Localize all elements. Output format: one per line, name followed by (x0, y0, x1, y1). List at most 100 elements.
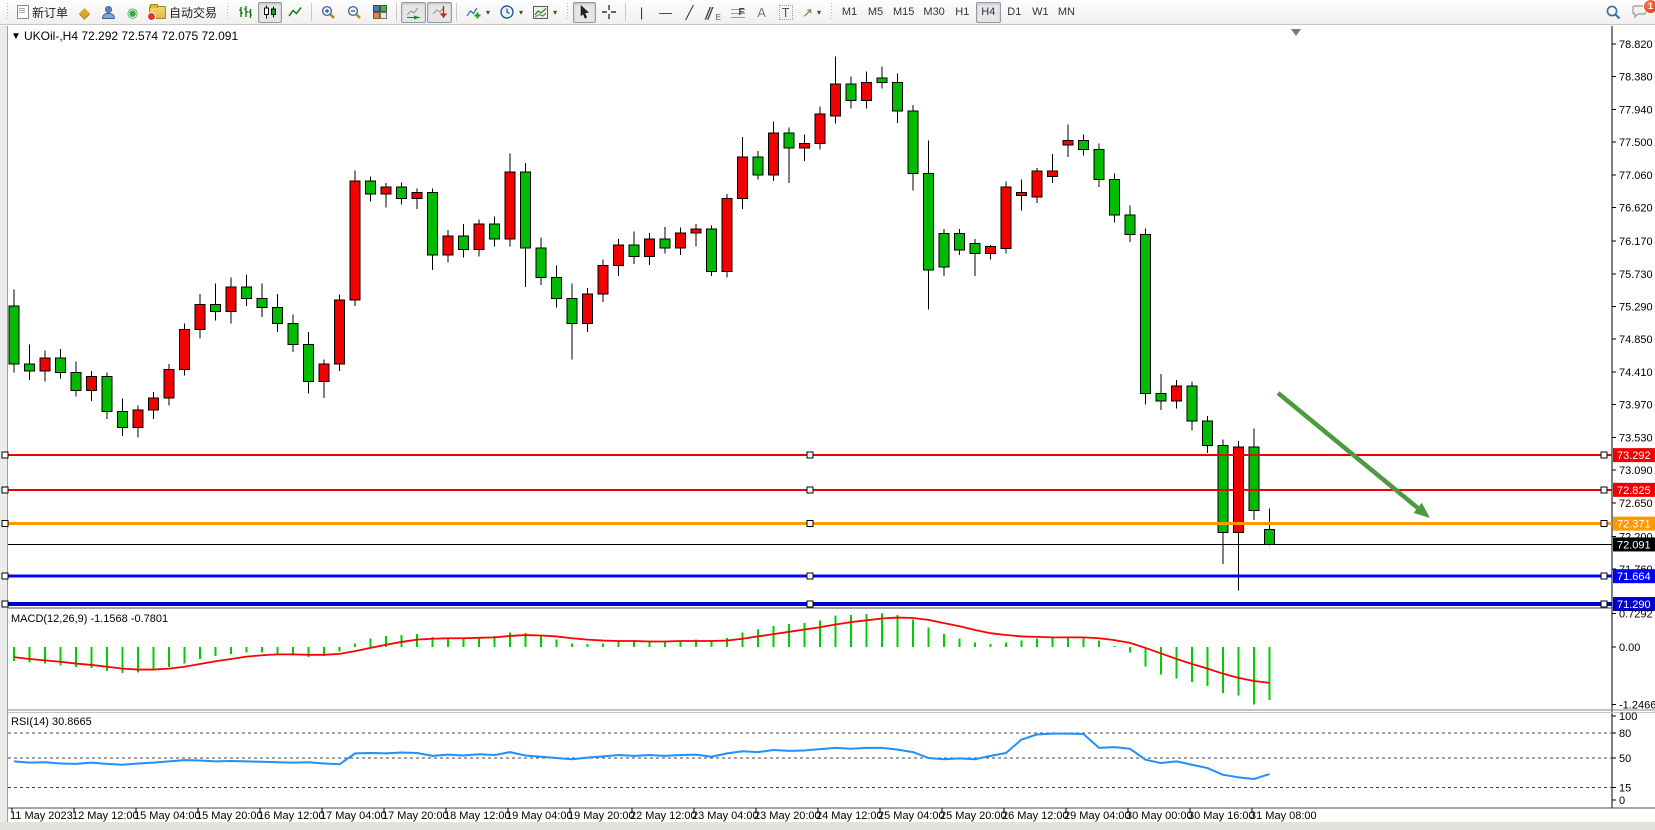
line-handle (806, 451, 814, 459)
line-handle (806, 572, 814, 580)
periods-button[interactable]: ▾ (495, 2, 527, 23)
toolbar-grip[interactable] (829, 3, 833, 21)
notifications-button[interactable]: 1 (1627, 0, 1655, 23)
time-axis-label: 15 May 04:00 (134, 810, 201, 822)
channel-icon: ∥ (703, 4, 716, 20)
profiles-button[interactable] (97, 2, 120, 23)
auto-trading-icon (147, 3, 167, 21)
fibonacci-tool[interactable]: F (726, 2, 749, 23)
time-axis-label: 17 May 04:00 (320, 810, 387, 822)
time-axis-label: 30 May 16:00 (1188, 810, 1255, 822)
timeframe-m5[interactable]: M5 (863, 2, 888, 23)
timeframe-h4[interactable]: H4 (975, 1, 1001, 23)
indicators-dropdown[interactable]: ▾ (486, 7, 491, 17)
market-watch-icon: ◆ (79, 4, 90, 20)
timeframe-d1[interactable]: D1 (1002, 2, 1027, 23)
chart-title: UKOil-,H4 72.292 72.574 72.075 72.091 (24, 29, 238, 43)
shift-marker-icon (1291, 29, 1301, 36)
bar-chart-icon (239, 6, 252, 18)
channel-icon-sub: E (715, 12, 721, 22)
templates-dropdown[interactable]: ▾ (553, 7, 558, 17)
line-handle (1, 572, 9, 580)
horizontal-line-object[interactable]: 72.371 (1, 516, 1655, 531)
line-handle (1600, 451, 1608, 459)
toolbar-grip[interactable] (225, 3, 230, 21)
timeframe-mn[interactable]: MN (1054, 2, 1079, 23)
new-order-button[interactable]: 新订单 (13, 2, 72, 23)
templates-button[interactable]: ▾ (528, 2, 561, 23)
trend-arrow[interactable] (1276, 391, 1430, 518)
indicators-icon (466, 7, 481, 19)
timeframe-m1[interactable]: M1 (837, 2, 862, 23)
svg-text:72.371: 72.371 (1617, 519, 1651, 531)
toolbar-grip[interactable] (565, 3, 570, 21)
text-label-tool[interactable]: T (774, 2, 797, 23)
macd-axis-label: 0.7292 (1619, 608, 1653, 620)
text-tool[interactable]: A (750, 2, 773, 23)
auto-scroll-button[interactable] (401, 1, 427, 23)
indicators-button[interactable]: ▾ (461, 2, 494, 23)
zoom-in-button[interactable] (316, 2, 341, 23)
crosshair-icon (602, 5, 617, 19)
trendline-tool[interactable]: ╱ (678, 2, 701, 23)
time-axis-label: 30 May 00:00 (1126, 810, 1193, 822)
zoom-out-button[interactable] (342, 2, 367, 23)
line-handle (1, 600, 9, 608)
line-chart-button[interactable] (283, 2, 307, 23)
search-button[interactable] (1601, 2, 1626, 23)
tile-windows-icon (373, 5, 388, 19)
crosshair-tool-button[interactable] (597, 2, 621, 23)
horizontal-line-tool[interactable]: — (654, 2, 677, 23)
market-watch-button[interactable]: ◆ (73, 2, 96, 23)
chart-shift-button[interactable] (427, 1, 453, 23)
search-icon (1606, 5, 1621, 19)
rsi-axis-label: 50 (1619, 753, 1631, 765)
cursor-icon (580, 4, 590, 19)
timeframe-label: M15 (893, 6, 915, 18)
auto-scroll-icon (406, 7, 421, 20)
profiles-icon (102, 5, 116, 19)
signals-button[interactable]: ◉ (121, 2, 144, 23)
channel-tool[interactable]: ∥ E (702, 2, 725, 23)
price-axis-label: 78.380 (1619, 72, 1653, 84)
rsi-axis-label: 100 (1619, 711, 1637, 723)
line-handle (1600, 486, 1608, 494)
periods-dropdown[interactable]: ▾ (519, 7, 524, 17)
horizontal-line-object[interactable]: 73.292 (1, 448, 1655, 463)
time-axis-label: 16 May 12:00 (258, 810, 325, 822)
timeframe-m30[interactable]: M30 (919, 2, 948, 23)
svg-text:73.292: 73.292 (1617, 450, 1651, 462)
toolbar-grip[interactable] (5, 3, 9, 21)
price-axis-label: 73.090 (1619, 465, 1653, 477)
arrows-tool[interactable]: ↗ ▾ (798, 2, 825, 23)
price-tag (1613, 482, 1655, 497)
timeframe-label: M1 (841, 6, 858, 18)
line-handle (1600, 520, 1608, 528)
macd-axis-label: 0.00 (1619, 642, 1640, 654)
horizontal-line-object[interactable]: 71.290 (1, 597, 1655, 612)
bar-chart-button[interactable] (233, 2, 257, 23)
horizontal-line-object[interactable]: 71.664 (1, 569, 1655, 584)
text-label-icon: T (778, 4, 793, 20)
chart-canvas[interactable]: 78.820 78.380 77.940 77.500 77.060 76.620 76.1… (0, 26, 1655, 830)
time-axis-label: 25 May 04:00 (878, 810, 945, 822)
price-axis-label: 76.620 (1619, 203, 1653, 215)
auto-trading-button[interactable]: 自动交易 (145, 2, 221, 23)
vertical-line-tool[interactable]: | (630, 2, 653, 23)
notification-badge: 1 (1643, 0, 1655, 14)
time-axis-label: 26 May 12:00 (1002, 810, 1069, 822)
tile-windows-button[interactable] (368, 2, 392, 23)
horizontal-line-object[interactable]: 72.825 (1, 482, 1655, 497)
new-order-label: 新订单 (32, 5, 69, 20)
rsi-axis-label: 0 (1619, 795, 1625, 807)
timeframe-m15[interactable]: M15 (889, 2, 918, 23)
line-handle (806, 520, 814, 528)
rsi-label: RSI(14) 30.8665 (11, 716, 92, 728)
timeframe-w1[interactable]: W1 (1028, 2, 1053, 23)
time-axis-label: 11 May 2023 (10, 810, 73, 822)
candlestick-chart-button[interactable] (258, 1, 283, 23)
timeframe-h1[interactable]: H1 (950, 2, 975, 23)
cursor-tool-button[interactable] (573, 1, 597, 23)
arrows-dropdown[interactable]: ▾ (816, 7, 821, 17)
